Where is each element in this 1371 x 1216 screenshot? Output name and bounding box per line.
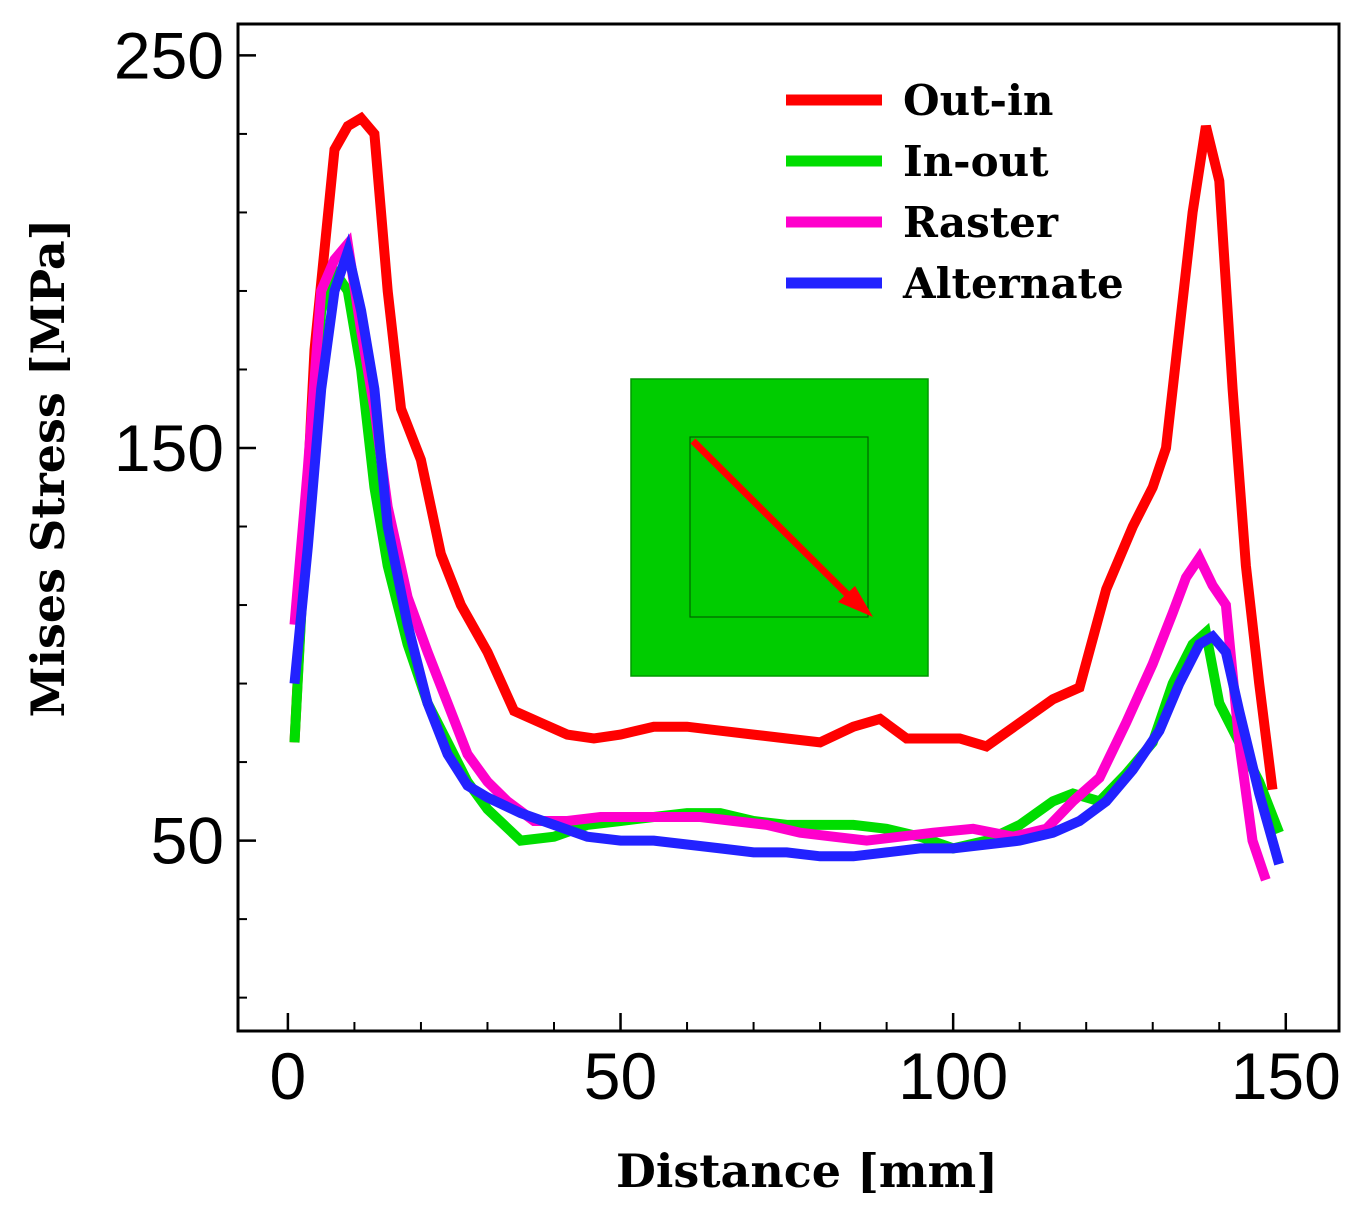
- inset-arrow-shaft: [690, 438, 854, 601]
- y-tick-label: 250: [114, 18, 224, 92]
- x-tick-label: 100: [898, 1039, 1008, 1113]
- y-axis-title: Mises Stress [MPa]: [21, 219, 75, 718]
- legend: Out-in In-out Raster Alternate: [786, 76, 1124, 308]
- series-line-out-in: [289, 111, 1278, 791]
- legend-label-in-out: In-out: [903, 137, 1049, 186]
- legend-label-raster: Raster: [903, 198, 1059, 247]
- axes-layer: 0 50 100 150 50 150 250: [114, 18, 1341, 1113]
- inset-inner-region: [689, 436, 869, 618]
- x-tick-label: 0: [270, 1039, 307, 1113]
- x-tick-label: 50: [584, 1039, 657, 1113]
- series-layer: [289, 111, 1284, 882]
- inset-plate-graphic: [630, 378, 929, 677]
- legend-label-alternate: Alternate: [902, 259, 1124, 308]
- plot-frame: [236, 22, 1341, 1033]
- x-axis-title: Distance [mm]: [616, 1144, 998, 1198]
- y-tick-label: 150: [114, 411, 224, 485]
- y-tick-label: 50: [151, 804, 224, 878]
- inset-arrow-head-icon: [838, 586, 873, 617]
- legend-label-out-in: Out-in: [903, 76, 1053, 125]
- x-tick-label: 150: [1231, 1039, 1341, 1113]
- series-line-alternate: [289, 233, 1284, 866]
